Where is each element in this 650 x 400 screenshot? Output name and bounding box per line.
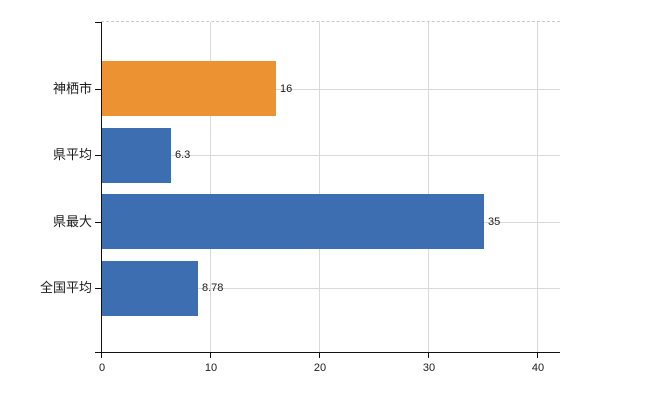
x-axis-tick-label: 10 [204, 362, 218, 374]
x-axis-tick-label: 20 [313, 362, 327, 374]
y-axis-top-tick [95, 22, 101, 23]
x-axis-tick [210, 352, 211, 358]
x-axis-tick [319, 352, 320, 358]
vertical-gridline [537, 22, 538, 352]
y-axis-tick [95, 89, 101, 90]
bar-県最大 [102, 194, 484, 249]
category-label-県平均: 県平均 [52, 147, 92, 162]
y-axis-tick [95, 288, 101, 289]
bar-県平均 [102, 128, 171, 183]
plot-top-boundary-line [101, 21, 560, 22]
horizontal-gridline [101, 288, 560, 289]
bar-value-label: 16 [280, 83, 293, 95]
x-axis-tick-label: 0 [98, 362, 106, 374]
bar-value-label: 8.78 [202, 282, 224, 294]
vertical-gridline [210, 22, 211, 352]
bar-value-label: 35 [488, 216, 501, 228]
bar-全国平均 [102, 261, 198, 316]
horizontal-gridline [101, 89, 560, 90]
category-label-神栖市: 神栖市 [52, 81, 92, 96]
category-label-全国平均: 全国平均 [39, 280, 92, 295]
y-axis-line [101, 22, 102, 353]
y-axis-tick [95, 222, 101, 223]
category-label-県最大: 県最大 [52, 214, 92, 229]
horizontal-gridline [101, 155, 560, 156]
x-axis-tick [428, 352, 429, 358]
x-axis-line [95, 352, 560, 353]
bar-神栖市 [102, 61, 276, 116]
bar-value-label: 6.3 [175, 149, 191, 161]
x-axis-tick [537, 352, 538, 358]
x-axis-tick [101, 352, 102, 358]
vertical-gridline [428, 22, 429, 352]
vertical-gridline [319, 22, 320, 352]
x-axis-tick-label: 30 [422, 362, 436, 374]
y-axis-tick [95, 155, 101, 156]
x-axis-tick-label: 40 [531, 362, 545, 374]
